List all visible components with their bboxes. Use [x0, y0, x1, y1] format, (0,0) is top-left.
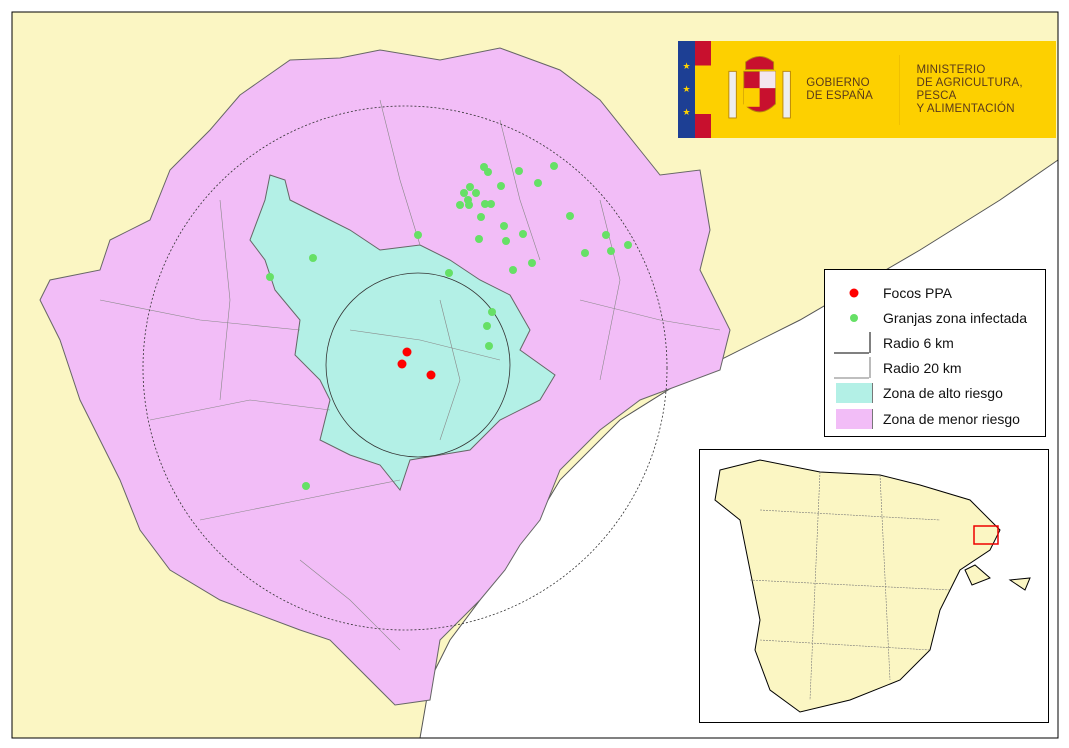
green-dot-icon: [850, 314, 858, 322]
legend-item-low-risk: Zona de menor riesgo: [825, 407, 1020, 431]
farm-point: [502, 237, 510, 245]
legend-label: Granjas zona infectada: [883, 310, 1027, 326]
government-name: GOBIERNO DE ESPAÑA: [806, 77, 899, 103]
farm-point: [602, 231, 610, 239]
legend-label: Zona de menor riesgo: [883, 411, 1020, 427]
farm-point: [500, 222, 508, 230]
municipal-borders: [99, 99, 721, 651]
farm-points: [266, 162, 632, 490]
radius-20km-circle: [142, 105, 668, 631]
farm-point: [460, 189, 468, 197]
coat-of-arms-icon: [728, 55, 791, 118]
farm-point: [607, 247, 615, 255]
farm-point: [481, 200, 489, 208]
farm-point: [488, 308, 496, 316]
logo-text: MINISTERIO: [916, 63, 986, 76]
farm-point: [497, 182, 505, 190]
farm-point: [309, 254, 317, 262]
legend-item-radius-20km: Radio 20 km: [825, 356, 962, 380]
line-icon: [834, 332, 871, 354]
ministry-name: MINISTERIO DE AGRICULTURA, PESCA Y ALIME…: [899, 54, 1056, 125]
farm-point: [515, 167, 523, 175]
legend-item-farms: Granjas zona infectada: [825, 306, 1027, 330]
outbreak-point: [397, 359, 407, 369]
farm-point: [519, 230, 527, 238]
legend-label: Radio 6 km: [883, 335, 954, 351]
red-dot-icon: [849, 288, 859, 298]
farm-point: [509, 266, 517, 274]
spain-locator-map: [699, 449, 1049, 723]
farm-point: [456, 201, 464, 209]
high-risk-zone: [249, 174, 556, 492]
farm-point: [528, 259, 536, 267]
farm-point: [445, 269, 453, 277]
farm-point: [414, 231, 422, 239]
farm-point: [302, 482, 310, 490]
legend-label: Radio 20 km: [883, 360, 962, 376]
farm-point: [466, 183, 474, 191]
outbreak-point: [402, 347, 412, 357]
map-frame: [11, 11, 1059, 739]
outbreak-point: [426, 370, 436, 380]
logo-text: DE ESPAÑA: [806, 89, 874, 102]
legend-item-radius-6km: Radio 6 km: [825, 331, 954, 355]
farm-point: [534, 179, 542, 187]
legend-item-outbreaks: Focos PPA: [825, 281, 952, 305]
farm-point: [624, 241, 632, 249]
spain-outline: [714, 459, 1031, 713]
swatch-icon: [835, 409, 873, 429]
farm-point: [581, 249, 589, 257]
farm-point: [475, 235, 483, 243]
legend-label: Focos PPA: [883, 285, 952, 301]
government-logo: ★ ★ ★ GOBIERNO DE ESPAÑA MINISTERIO DE AGR…: [678, 41, 1056, 138]
legend-label: Zona de alto riesgo: [883, 385, 1003, 401]
farm-point: [484, 168, 492, 176]
farm-point: [485, 342, 493, 350]
area-of-interest-marker: [973, 525, 999, 545]
farm-point: [483, 322, 491, 330]
eu-spain-flag: ★ ★ ★: [678, 41, 711, 138]
map-legend: Focos PPA Granjas zona infectada Radio 6…: [824, 269, 1046, 437]
outbreak-points: [397, 347, 436, 380]
farm-point: [487, 200, 495, 208]
farm-point: [472, 189, 480, 197]
farm-point: [477, 213, 485, 221]
radius-6km-circle: [325, 272, 511, 458]
logo-text: Y ALIMENTACIÓN: [916, 102, 1015, 115]
legend-item-high-risk: Zona de alto riesgo: [825, 381, 1003, 405]
farm-point: [465, 201, 473, 209]
line-icon: [834, 357, 871, 379]
logo-text: DE AGRICULTURA, PESCA: [916, 76, 1023, 102]
farm-point: [550, 162, 558, 170]
farm-point: [566, 212, 574, 220]
farm-point: [266, 273, 274, 281]
swatch-icon: [835, 383, 873, 403]
logo-text: GOBIERNO: [806, 76, 870, 89]
